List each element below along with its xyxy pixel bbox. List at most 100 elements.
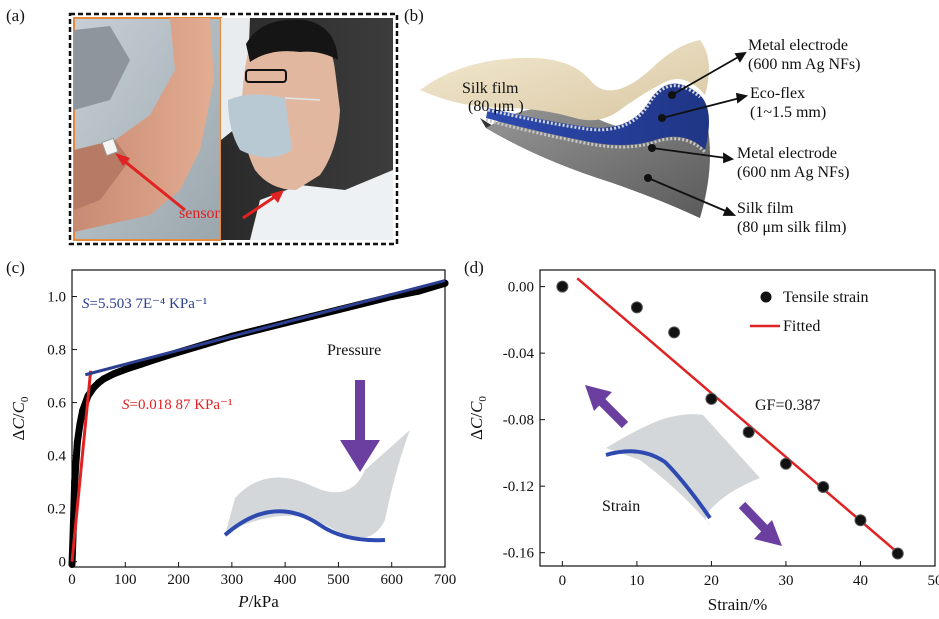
panel-a: (a) xyxy=(0,0,400,250)
y-tick-label: 0.8 xyxy=(47,343,66,359)
tensile-strain-point xyxy=(817,481,830,494)
callout-1-title: Metal electrode xyxy=(748,37,848,54)
tensile-strain-point xyxy=(556,280,569,293)
legend-label-fitted: Fitted xyxy=(783,318,820,335)
fit-red-value: =0.018 87 KPa⁻¹ xyxy=(129,397,233,413)
y-tick-label: 0 xyxy=(59,555,67,571)
data-point xyxy=(100,375,108,383)
layer-diagram xyxy=(420,40,749,218)
silk-film-top-name: Silk film xyxy=(462,80,519,97)
strain-illustration xyxy=(585,385,782,546)
tensile-strain-point xyxy=(630,301,643,314)
callout-ecoflex: Eco-flex (1~1.5 mm) xyxy=(750,84,826,122)
fit-label-blue: S=5.503 7E⁻⁴ KPa⁻¹ xyxy=(82,294,207,313)
data-curve xyxy=(68,279,449,568)
silk-film-top-label: Silk film (80 μm ) xyxy=(462,80,524,116)
data-point xyxy=(95,379,103,387)
pressure-label: Pressure xyxy=(327,342,382,359)
strain-label: Strain xyxy=(602,498,641,515)
y-axis-label: ΔC/C0 xyxy=(467,396,489,440)
y-tick-label: -0.16 xyxy=(503,546,535,562)
callout-silk-film-bottom: Silk film (80 μm silk film) xyxy=(737,199,846,237)
data-point xyxy=(111,369,119,377)
tensile-strain-point xyxy=(742,426,755,439)
callout-lines xyxy=(647,51,749,216)
x-tick-label: 300 xyxy=(221,572,244,588)
y-tick-label: -0.04 xyxy=(503,346,535,362)
y-tick-label: 0.4 xyxy=(47,449,66,465)
x-tick-label: 200 xyxy=(167,572,190,588)
fitted-line xyxy=(576,277,899,554)
y-tick-label: 0.6 xyxy=(47,396,66,412)
y-tick-label: -0.12 xyxy=(503,479,534,495)
fit-red-prefix: S xyxy=(122,397,130,413)
callout-4-detail: (80 μm silk film) xyxy=(737,219,847,236)
fit-blue-prefix: S xyxy=(82,296,90,312)
x-tick-label: 20 xyxy=(704,573,719,589)
y-tick-label: 0.00 xyxy=(508,280,534,296)
fit-label-red: S=0.018 87 KPa⁻¹ xyxy=(122,395,232,414)
tensile-strain-point xyxy=(705,392,718,405)
pressure-chart: 0 100 200 300 400 500 600 700 0 0.2 0.4 0.6 0.8 1.0 P/… xyxy=(9,269,457,611)
x-tick-label: 100 xyxy=(114,572,137,588)
data-point xyxy=(73,438,81,446)
panel-a-photos xyxy=(68,12,399,246)
tensile-strain-point xyxy=(854,514,867,527)
callout-2-title: Eco-flex xyxy=(750,85,806,102)
x-tick-label: 10 xyxy=(629,573,644,589)
arm-photo xyxy=(73,17,222,241)
data-point xyxy=(137,360,145,368)
photo-frame xyxy=(68,12,399,246)
chart-c-axes: 0 100 200 300 400 500 600 700 0 0.2 0.4 0.6 0.8 1.0 P/… xyxy=(9,269,457,611)
callout-3-title: Metal electrode xyxy=(737,145,837,162)
callout-metal-electrode-bottom: Metal electrode (600 nm Ag NFs) xyxy=(737,144,849,182)
callout-4-title: Silk film xyxy=(737,200,794,217)
chart-c-frame xyxy=(71,269,446,568)
face-photo xyxy=(221,18,393,240)
gf-annotation: GF=0.387 xyxy=(755,397,821,414)
arm-sensor xyxy=(101,137,119,157)
chart-d-frame xyxy=(539,269,936,567)
panel-d: (d) 0 10 20 30 40 50 0.00 -0.04 -0.08 -0.12 -0.16 S… xyxy=(460,250,939,619)
callout-1-detail: (600 nm Ag NFs) xyxy=(748,56,861,73)
y-tick-label: 0.2 xyxy=(47,502,66,518)
legend-label-tensile: Tensile strain xyxy=(783,289,869,306)
panel-b-label: (b) xyxy=(404,6,424,25)
strain-chart: 0 10 20 30 40 50 0.00 -0.04 -0.08 -0.12 -0.16 Strai… xyxy=(467,269,939,614)
y-axis-label: ΔC/C0 xyxy=(9,396,31,440)
callout-2-detail: (1~1.5 mm) xyxy=(750,104,827,121)
fit-line-blue xyxy=(84,279,446,377)
x-tick-label: 30 xyxy=(778,573,793,589)
x-tick-label: 50 xyxy=(928,573,939,589)
tensile-strain-point xyxy=(668,326,681,339)
y-tick-label: 1.0 xyxy=(47,290,66,306)
top-silk-layer xyxy=(420,40,709,121)
x-tick-label: 600 xyxy=(380,572,403,588)
panel-a-label: (a) xyxy=(6,6,25,25)
ecoflex-layer xyxy=(486,83,709,150)
fit-line-red xyxy=(70,370,93,562)
panel-c-label: (c) xyxy=(6,258,25,277)
data-point xyxy=(76,420,84,428)
silk-film-top-thickness: (80 μm ) xyxy=(468,98,524,115)
tensile-strain-point xyxy=(779,457,792,470)
sensor-arrows xyxy=(115,153,284,220)
data-point xyxy=(71,478,79,486)
callout-3-detail: (600 nm Ag NFs) xyxy=(737,164,850,181)
x-tick-label: 400 xyxy=(274,572,297,588)
data-point xyxy=(89,384,97,392)
data-point xyxy=(121,365,129,373)
x-axis-label: Strain/% xyxy=(708,595,768,614)
sensor-label: sensor xyxy=(179,205,220,222)
panel-c: (c) 0 100 200 300 400 500 600 700 0 0.2 0.4 0.6 0.8 1… xyxy=(0,250,460,619)
x-tick-label: 500 xyxy=(327,572,350,588)
callout-metal-electrode-top: Metal electrode (600 nm Ag NFs) xyxy=(748,36,860,74)
pressure-illustration xyxy=(223,380,410,543)
panel-b: (b) xyxy=(400,0,939,250)
x-tick-label: 700 xyxy=(434,572,457,588)
x-tick-label: 0 xyxy=(559,573,567,589)
x-tick-label: 40 xyxy=(853,573,868,589)
legend-marker-tensile xyxy=(760,291,772,303)
y-tick-label: -0.08 xyxy=(503,413,534,429)
data-point xyxy=(68,560,76,568)
